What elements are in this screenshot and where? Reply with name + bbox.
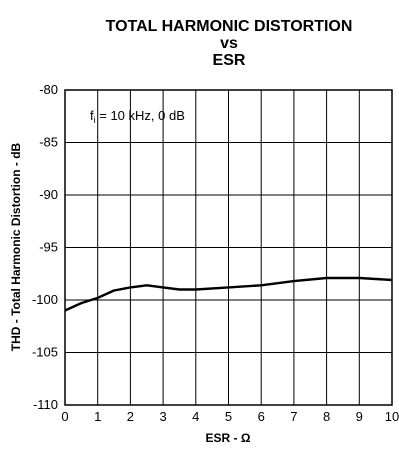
y-tick-labels: -80 -85 -90 -95 -100 -105 -110 (32, 82, 58, 412)
thd-curve (64, 276, 393, 312)
x-tick-label: 2 (127, 409, 134, 424)
x-axis-label: ESR - Ω (206, 431, 251, 445)
grid-lines (65, 90, 392, 405)
x-tick-label: 3 (159, 409, 166, 424)
y-tick-label: -110 (33, 397, 58, 412)
plot-frame (64, 89, 393, 406)
condition-annotation: fi = 10 kHz, 0 dB (90, 108, 185, 125)
x-tick-label: 10 (385, 409, 399, 424)
data-series (64, 276, 393, 312)
x-tick-label: 1 (94, 409, 101, 424)
x-tick-label: 8 (323, 409, 330, 424)
x-tick-label: 7 (290, 409, 297, 424)
y-tick-label: -90 (39, 187, 58, 202)
y-tick-label: -85 (39, 135, 58, 150)
y-tick-label: -80 (39, 82, 58, 97)
x-tick-label: 5 (225, 409, 232, 424)
chart-title-line-1: TOTAL HARMONIC DISTORTION (106, 18, 353, 35)
x-tick-label: 0 (61, 409, 68, 424)
x-tick-labels: 0 1 2 3 4 5 6 7 8 9 10 (61, 409, 399, 424)
x-tick-label: 4 (192, 409, 199, 424)
y-tick-label: -95 (39, 240, 58, 255)
annotation-subscript: i (94, 115, 96, 125)
y-axis-label: THD - Total Harmonic Distortion - dB (9, 142, 23, 351)
x-tick-label: 9 (356, 409, 363, 424)
annotation-main: f (90, 108, 94, 123)
y-tick-label: -100 (32, 292, 58, 307)
chart-title-line-2: vs (220, 35, 238, 52)
chart-title-line-3: ESR (213, 52, 246, 69)
annotation-rest: = 10 kHz, 0 dB (96, 108, 185, 123)
x-tick-label: 6 (258, 409, 265, 424)
y-tick-label: -105 (32, 345, 58, 360)
